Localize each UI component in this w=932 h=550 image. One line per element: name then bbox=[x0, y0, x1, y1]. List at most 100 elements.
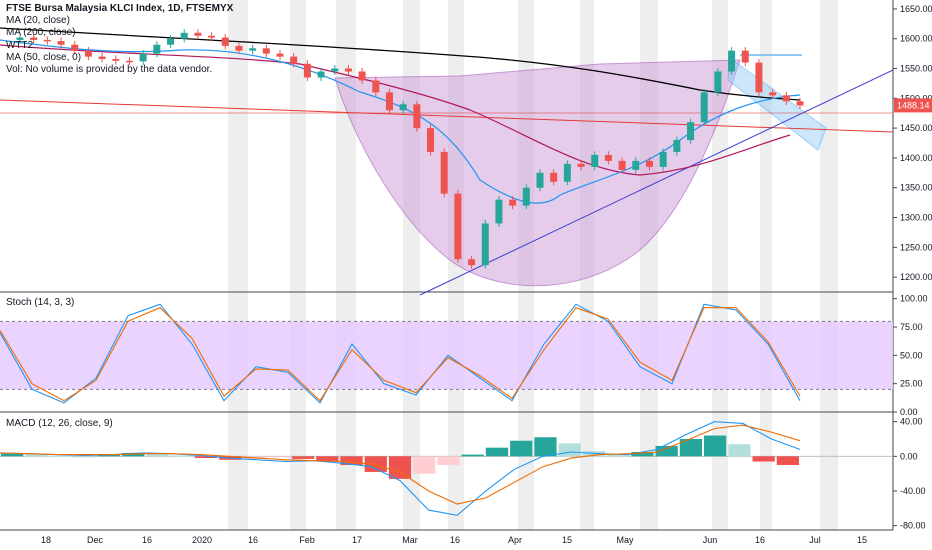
candle-body bbox=[125, 60, 133, 63]
axis-tick-label: 1300.00 bbox=[900, 213, 932, 223]
legend-volume[interactable]: Vol: No volume is provided by the data v… bbox=[6, 64, 213, 76]
legend-ma50[interactable]: MA (50, close, 0) bbox=[6, 51, 82, 63]
time-axis-label: 16 bbox=[755, 535, 765, 545]
symbol-title: FTSE Bursa Malaysia KLCI Index, 1D, FTSE… bbox=[6, 3, 234, 14]
macd-histogram-bar bbox=[73, 456, 96, 458]
candle-body bbox=[481, 223, 489, 266]
candle-body bbox=[358, 71, 366, 81]
macd-histogram-bar bbox=[1, 453, 24, 457]
macd-label[interactable]: MACD (12, 26, close, 9) bbox=[6, 418, 113, 429]
candle-body bbox=[385, 92, 393, 111]
candle-body bbox=[235, 45, 243, 51]
shaded-column bbox=[760, 0, 772, 530]
macd-histogram-bar bbox=[728, 444, 751, 457]
axis-tick-label: 1200.00 bbox=[900, 272, 932, 282]
candle-body bbox=[440, 151, 448, 194]
candle-body bbox=[591, 154, 599, 167]
macd-histogram-bar bbox=[97, 454, 121, 457]
candle-body bbox=[249, 48, 257, 51]
axis-tick-label: 1400.00 bbox=[900, 153, 932, 163]
candle-body bbox=[153, 44, 161, 54]
axis-tick-label: 1550.00 bbox=[900, 64, 932, 74]
axis-tick-label: 25.00 bbox=[900, 379, 923, 389]
macd-histogram-bar bbox=[704, 435, 727, 457]
candle-body bbox=[645, 160, 653, 167]
ma200-line bbox=[0, 27, 801, 101]
candle-body bbox=[317, 71, 325, 78]
shaded-column bbox=[820, 0, 838, 530]
candle-body bbox=[276, 53, 284, 57]
axis-tick-label: 0.00 bbox=[900, 407, 918, 417]
macd-histogram-bar bbox=[388, 456, 412, 479]
macd-signal-line bbox=[0, 424, 801, 505]
time-axis-label: Apr bbox=[508, 535, 522, 545]
candle-body bbox=[208, 35, 216, 38]
trend-line-red bbox=[0, 99, 894, 133]
legend-ma20[interactable]: MA (20, close) bbox=[6, 15, 70, 27]
axis-tick-label: -80.00 bbox=[900, 521, 926, 531]
legend-ma200[interactable]: MA (200, close) bbox=[6, 27, 76, 39]
candle-body bbox=[290, 56, 298, 64]
candle-body bbox=[577, 163, 585, 167]
axis-tick-label: 40.00 bbox=[900, 417, 923, 427]
macd-histogram-bar bbox=[340, 456, 363, 465]
time-axis-label: Mar bbox=[402, 535, 418, 545]
candle-body bbox=[167, 38, 175, 45]
time-axis-label: 16 bbox=[248, 535, 258, 545]
candle-body bbox=[536, 172, 544, 188]
candle-body bbox=[728, 50, 736, 72]
axis-tick-label: 1350.00 bbox=[900, 183, 932, 193]
macd-histogram-bar bbox=[534, 437, 557, 457]
shaded-column bbox=[290, 0, 306, 530]
stoch-label[interactable]: Stoch (14, 3, 3) bbox=[6, 297, 75, 308]
time-axis-label: Dec bbox=[87, 535, 104, 545]
candle-body bbox=[495, 199, 503, 224]
candle-body bbox=[563, 163, 571, 182]
candle-body bbox=[468, 259, 476, 266]
macd-histogram-bar bbox=[316, 456, 339, 462]
candle-body bbox=[413, 104, 421, 129]
time-axis-label: Feb bbox=[299, 535, 315, 545]
macd-histogram-bar bbox=[655, 445, 678, 457]
candle-body bbox=[522, 187, 530, 206]
macd-histogram-bar bbox=[194, 456, 218, 459]
candle-body bbox=[344, 68, 352, 72]
ma50-line bbox=[0, 44, 791, 176]
time-axis-label: 15 bbox=[857, 535, 867, 545]
macd-histogram-bar bbox=[267, 456, 290, 458]
macd-histogram-bar bbox=[364, 456, 387, 472]
candle-body bbox=[372, 80, 380, 93]
macd-histogram-bar bbox=[485, 447, 509, 457]
macd-histogram-bar bbox=[752, 456, 775, 462]
axis-tick-label: 1600.00 bbox=[900, 34, 932, 44]
trend-line-blue bbox=[419, 69, 894, 296]
shaded-column bbox=[336, 0, 356, 530]
candle-body bbox=[194, 32, 202, 36]
candle-body bbox=[782, 95, 790, 102]
time-axis-label: 17 bbox=[352, 535, 362, 545]
macd-histogram-bar bbox=[25, 454, 48, 457]
axis-tick-label: 100.00 bbox=[900, 294, 928, 304]
shaded-column bbox=[712, 0, 728, 530]
candle-body bbox=[262, 48, 270, 54]
candle-body bbox=[71, 44, 79, 51]
time-axis-label: 18 bbox=[41, 535, 51, 545]
candle-body bbox=[741, 50, 749, 63]
axis-tick-label: 1500.00 bbox=[900, 93, 932, 103]
candle-body bbox=[30, 37, 38, 40]
legend-wtt2[interactable]: WTT2 bbox=[6, 39, 34, 51]
candle-body bbox=[331, 68, 339, 72]
main-legend: FTSE Bursa Malaysia KLCI Index, 1D, FTSE… bbox=[6, 3, 233, 76]
time-axis-label: 16 bbox=[142, 535, 152, 545]
macd-histogram-bar bbox=[122, 452, 145, 457]
candle-body bbox=[57, 41, 65, 45]
macd-histogram-bar bbox=[49, 455, 72, 457]
candle-body bbox=[796, 101, 804, 106]
axis-tick-label: 50.00 bbox=[900, 350, 923, 360]
time-axis-label: Jun bbox=[703, 535, 718, 545]
candle-body bbox=[769, 92, 777, 96]
candle-body bbox=[16, 37, 24, 40]
candle-body bbox=[550, 172, 558, 182]
